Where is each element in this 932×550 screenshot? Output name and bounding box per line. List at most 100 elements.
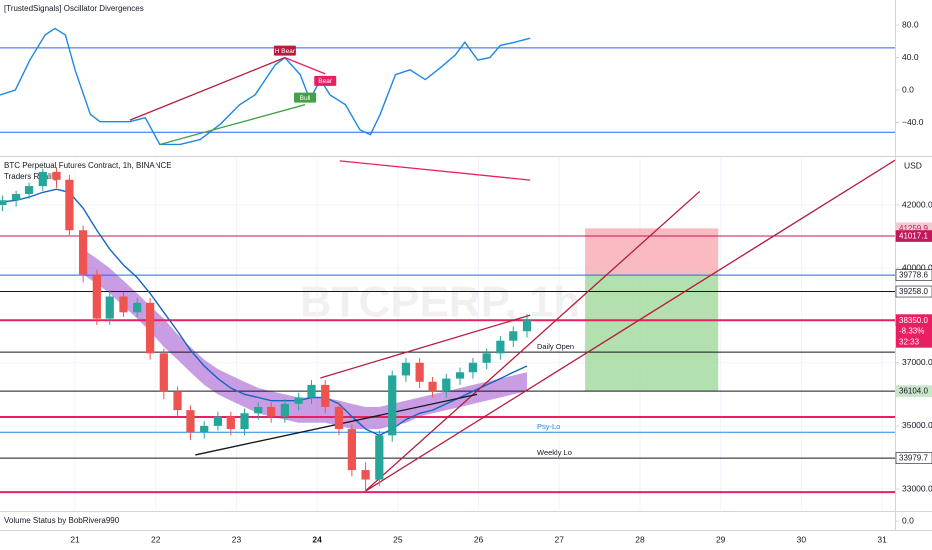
divergence-label: Bear bbox=[318, 78, 333, 85]
y-tick-label: 0.0 bbox=[902, 84, 914, 94]
candle-body bbox=[38, 171, 47, 187]
osc-title: [TrustedSignals] Oscillator Divergences bbox=[4, 4, 144, 13]
y-tick-label: 33000.0 bbox=[902, 483, 932, 493]
x-tick-label: 21 bbox=[70, 534, 80, 544]
candle-body bbox=[0, 200, 7, 206]
trend-line bbox=[364, 190, 701, 493]
candle-body bbox=[145, 302, 155, 354]
candle-body bbox=[375, 435, 384, 480]
x-tick-label: 26 bbox=[474, 534, 484, 544]
candle-body bbox=[240, 413, 249, 430]
candle-body bbox=[213, 416, 223, 426]
volume-title: Volume Status by BobRivera990 bbox=[4, 516, 120, 525]
x-tick-label: 22 bbox=[151, 534, 161, 544]
candle-body bbox=[92, 274, 101, 319]
candle-body bbox=[200, 425, 209, 433]
x-tick-label: 27 bbox=[555, 534, 565, 544]
y-tick-label: 40.0 bbox=[902, 52, 919, 62]
price-label-box bbox=[895, 269, 932, 281]
level-label: Psy-Lo bbox=[537, 422, 560, 431]
candle-body bbox=[159, 353, 168, 392]
candle-body bbox=[361, 470, 370, 480]
main-subtitle: Traders Reality bbox=[4, 172, 58, 181]
x-tick-label: 24 bbox=[312, 534, 322, 544]
price-label: 39778.6 bbox=[899, 271, 928, 280]
price-label: 38350.0 bbox=[899, 316, 928, 325]
x-tick-label: 28 bbox=[635, 534, 645, 544]
moving-average bbox=[2, 188, 528, 437]
position-target-zone bbox=[585, 275, 719, 392]
divergence-label-box bbox=[314, 75, 337, 86]
osc-line bbox=[0, 27, 531, 146]
candle-body bbox=[509, 331, 518, 341]
y-tick-label: −40.0 bbox=[902, 117, 924, 127]
divergence-line bbox=[284, 57, 326, 75]
y-tick-label: 40000.0 bbox=[902, 262, 932, 272]
y-axis-label: USD bbox=[904, 160, 922, 170]
position-stop-zone bbox=[585, 228, 719, 276]
candle-body bbox=[482, 353, 491, 363]
y-tick-label: 42000.0 bbox=[902, 199, 932, 209]
divergence-label-box bbox=[273, 45, 296, 56]
y-tick-label: 37000.0 bbox=[902, 357, 932, 367]
candle-body bbox=[388, 375, 397, 436]
x-tick-label: 23 bbox=[232, 534, 242, 544]
price-label: 39258.0 bbox=[899, 287, 928, 296]
osc-pane: H Bear Bear Bull bbox=[0, 27, 895, 146]
last-change: -8.33% bbox=[899, 326, 924, 335]
divergence-line bbox=[159, 104, 306, 146]
candle-body bbox=[173, 391, 182, 411]
y-tick-label: 35000.0 bbox=[902, 420, 932, 430]
price-label: 33979.7 bbox=[899, 454, 928, 463]
candle-body bbox=[52, 171, 61, 180]
candle-body bbox=[186, 410, 195, 433]
price-label-box bbox=[895, 385, 932, 397]
trend-line bbox=[320, 314, 531, 379]
candle-body bbox=[401, 362, 411, 376]
level-label: Daily Open bbox=[537, 342, 574, 351]
candle-body bbox=[428, 381, 437, 392]
candle-body bbox=[334, 406, 344, 430]
candle-body bbox=[442, 378, 451, 392]
candle-body bbox=[254, 406, 263, 414]
price-label: 41017.1 bbox=[899, 232, 928, 241]
candle-body bbox=[79, 230, 88, 275]
x-tick-label: 30 bbox=[797, 534, 807, 544]
candle-body bbox=[294, 397, 303, 404]
main-pane: Daily Open Psy-Lo Weekly Lo bbox=[0, 158, 895, 510]
x-tick-label: 25 bbox=[393, 534, 403, 544]
divergence-label: H Bear bbox=[275, 48, 296, 55]
x-tick-label: 31 bbox=[877, 534, 887, 544]
price-label: 36104.0 bbox=[899, 387, 928, 396]
candle-body bbox=[119, 296, 128, 313]
candle-body bbox=[468, 362, 478, 373]
ema-band bbox=[83, 249, 527, 430]
candle-body bbox=[226, 416, 235, 430]
candle-body bbox=[321, 384, 330, 407]
price-label: 41259.9 bbox=[899, 224, 928, 233]
candle-body bbox=[347, 429, 356, 471]
candle-body bbox=[307, 384, 316, 398]
candle-body bbox=[12, 193, 21, 201]
divergence-line bbox=[129, 57, 286, 121]
trend-line bbox=[364, 159, 895, 493]
divergence-label-box bbox=[294, 92, 317, 103]
axes: 21 22 23 24 25 26 27 28 29 30 31 80.0 40.0 0.0 −40.0 33… bbox=[70, 19, 932, 544]
candle-body bbox=[522, 320, 532, 332]
level-label: Weekly Lo bbox=[537, 448, 572, 457]
countdown: 32:33 bbox=[899, 337, 920, 346]
y-tick-label: 80.0 bbox=[902, 19, 919, 29]
x-tick-label: 29 bbox=[716, 534, 726, 544]
price-label-box bbox=[895, 452, 932, 464]
candle-body bbox=[133, 302, 142, 313]
trend-line bbox=[339, 160, 531, 181]
last-price-extra-box bbox=[896, 325, 932, 348]
candle-body bbox=[105, 296, 114, 319]
candle-body bbox=[455, 372, 465, 379]
y-tick-label: 0.0 bbox=[902, 515, 914, 525]
candle-body bbox=[267, 406, 276, 417]
divergence-label: Bull bbox=[300, 95, 311, 102]
watermark: BTCPERP, 1h bbox=[300, 278, 580, 327]
candle-body bbox=[496, 340, 505, 354]
